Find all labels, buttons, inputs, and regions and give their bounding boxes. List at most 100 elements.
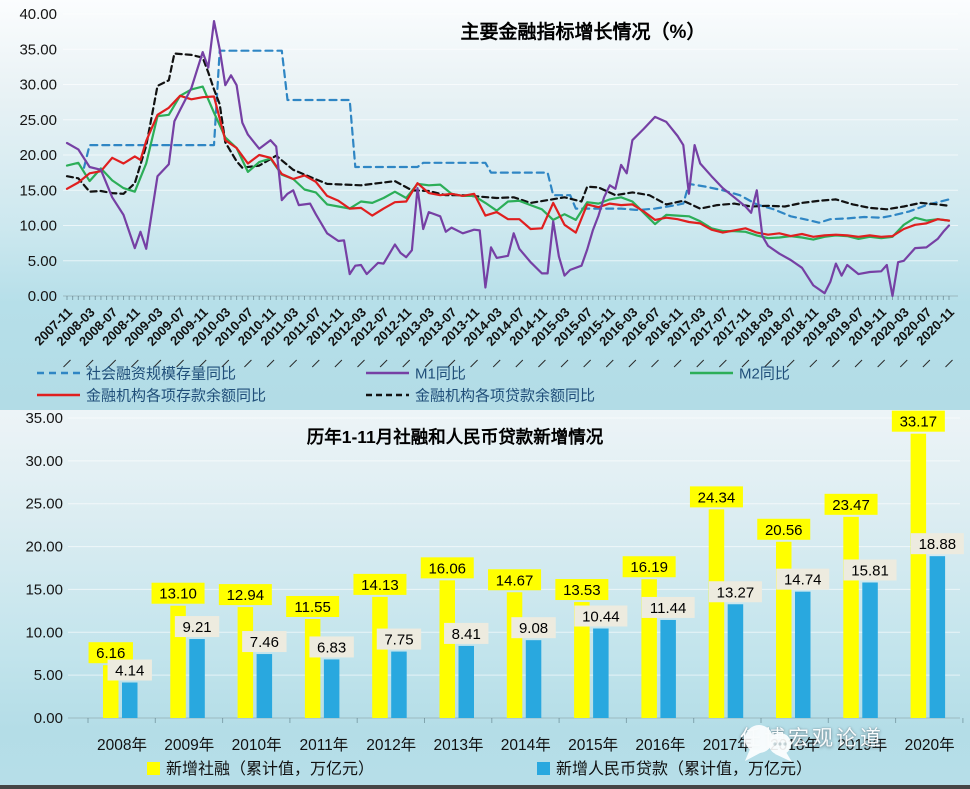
bar-social-financing <box>574 602 590 718</box>
value-label-rmb-loans: 8.41 <box>452 626 481 643</box>
series-line-m1 <box>65 20 951 298</box>
y-axis-tick-label: 35.00 <box>19 41 57 58</box>
value-label-bg <box>555 579 609 601</box>
bar-social-financing <box>910 433 927 718</box>
x-axis-tick <box>130 359 139 368</box>
x-axis-tick <box>764 359 772 368</box>
value-label-bg <box>641 596 695 618</box>
x-axis-tick <box>244 359 252 368</box>
value-label-bg <box>376 628 422 650</box>
value-label-bg <box>574 605 628 627</box>
x-axis-tick <box>899 359 908 368</box>
y-axis-tick-label: 0.00 <box>34 710 63 727</box>
legend-label: M1同比 <box>415 366 466 383</box>
bar-social-financing <box>237 607 254 718</box>
value-label-bg <box>242 631 287 653</box>
y-axis-tick-label: 20.00 <box>25 539 63 556</box>
legend-swatch <box>537 762 550 775</box>
bar-social-financing <box>776 541 792 718</box>
value-label-rmb-loans: 13.27 <box>717 584 755 601</box>
value-label-bg <box>910 533 964 555</box>
value-label-social-financing: 14.67 <box>496 572 534 589</box>
x-axis-tick <box>379 359 388 368</box>
bar-chart-panel: 0.00 5.00 10.00 15.00 20.00 25.00 30.00 35.00 20… <box>0 410 970 785</box>
x-axis-tick <box>334 359 343 368</box>
bar-rmb-loans <box>862 582 878 718</box>
legend-label: 新增人民币贷款（累计值，万亿元） <box>556 760 812 778</box>
value-label-social-financing: 33.17 <box>900 414 938 431</box>
value-label-bg <box>107 659 152 681</box>
value-label-social-financing: 23.47 <box>832 497 870 514</box>
x-axis-tick <box>266 359 275 368</box>
x-axis-tick <box>673 359 682 368</box>
bottom-edge-strip <box>0 785 970 789</box>
y-axis-tick-label: 5.00 <box>28 253 57 270</box>
x-axis-category-label: 2010年 <box>232 736 282 754</box>
line-chart-panel: 0.00 5.00 10.00 15.00 20.00 25.00 30.00 35.00 40… <box>0 0 970 410</box>
value-label-bg <box>891 410 945 432</box>
x-axis-category-label: 2014年 <box>501 736 551 754</box>
y-axis-tick-label: 25.00 <box>25 496 63 513</box>
x-axis-tick <box>538 359 546 368</box>
y-axis-tick-label: 0.00 <box>28 288 57 305</box>
value-label-social-financing: 16.06 <box>428 560 466 577</box>
bar-social-financing <box>372 596 388 718</box>
value-label-rmb-loans: 14.74 <box>784 572 822 589</box>
bar-rmb-loans <box>795 591 811 718</box>
value-label-rmb-loans: 7.46 <box>250 634 279 651</box>
value-label-bg <box>88 642 133 664</box>
x-axis-tick <box>176 359 184 368</box>
value-label-bg <box>218 584 272 606</box>
y-axis-tick-label: 5.00 <box>34 667 63 684</box>
value-label-bg <box>151 582 205 604</box>
x-axis-tick <box>605 359 614 368</box>
value-label-bg <box>174 616 220 638</box>
x-axis-tick <box>696 359 705 368</box>
series-line-tsf-stock <box>82 49 951 224</box>
bar-chart-title: 历年1-11月社融和人民币贷款新增情况 <box>306 427 604 447</box>
bar-rmb-loans <box>593 628 609 718</box>
x-axis-tick <box>311 359 320 368</box>
value-label-rmb-loans: 11.44 <box>650 600 686 617</box>
line-chart-title: 主要金融指标增长情况（%） <box>460 22 706 43</box>
x-axis-tick <box>922 359 931 368</box>
value-label-bg <box>511 617 556 639</box>
y-axis-tick-label: 15.00 <box>25 581 63 598</box>
bar-social-financing <box>843 516 859 718</box>
x-axis-tick <box>832 359 840 368</box>
value-label-rmb-loans: 15.81 <box>851 562 889 579</box>
x-axis-tick <box>718 359 727 368</box>
x-axis-tick <box>651 359 659 368</box>
bar-rmb-loans <box>122 682 138 718</box>
x-axis-tick <box>289 359 298 368</box>
line-chart-canvas: 0.00 5.00 10.00 15.00 20.00 25.00 30.00 35.00 40… <box>19 6 958 405</box>
legend-label: 社会融资规模存量同比 <box>86 366 236 383</box>
x-axis-tick <box>854 359 863 368</box>
bar-chart-canvas: 0.00 5.00 10.00 15.00 20.00 25.00 30.00 35.00 20… <box>25 410 964 778</box>
value-label-social-financing: 16.19 <box>630 559 668 576</box>
y-axis-tick-label: 30.00 <box>19 77 57 94</box>
y-axis-tick-label: 25.00 <box>19 112 57 129</box>
x-axis-tick <box>492 359 501 368</box>
y-axis-tick-label: 40.00 <box>19 6 57 23</box>
value-label-rmb-loans: 4.14 <box>115 663 144 680</box>
y-axis-tick-label: 20.00 <box>19 147 57 164</box>
series-line-deposits <box>65 94 951 238</box>
bar-social-financing <box>304 619 321 718</box>
x-axis-category-label: 2016年 <box>635 736 685 754</box>
value-label-social-financing: 6.16 <box>96 645 125 662</box>
x-axis-tick <box>583 359 592 368</box>
bar-social-financing <box>439 580 455 718</box>
bar-rmb-loans <box>525 640 542 718</box>
value-label-social-financing: 14.13 <box>361 577 399 594</box>
x-axis-tick <box>809 359 818 368</box>
value-label-bg <box>420 557 474 579</box>
x-axis-tick <box>221 359 230 368</box>
value-label-bg <box>824 493 878 515</box>
value-label-social-financing: 13.53 <box>563 582 601 599</box>
x-axis-tick <box>447 359 456 368</box>
legend-label: M2同比 <box>739 366 790 383</box>
value-label-social-financing: 24.34 <box>698 489 736 506</box>
value-label-rmb-loans: 9.21 <box>182 619 211 636</box>
